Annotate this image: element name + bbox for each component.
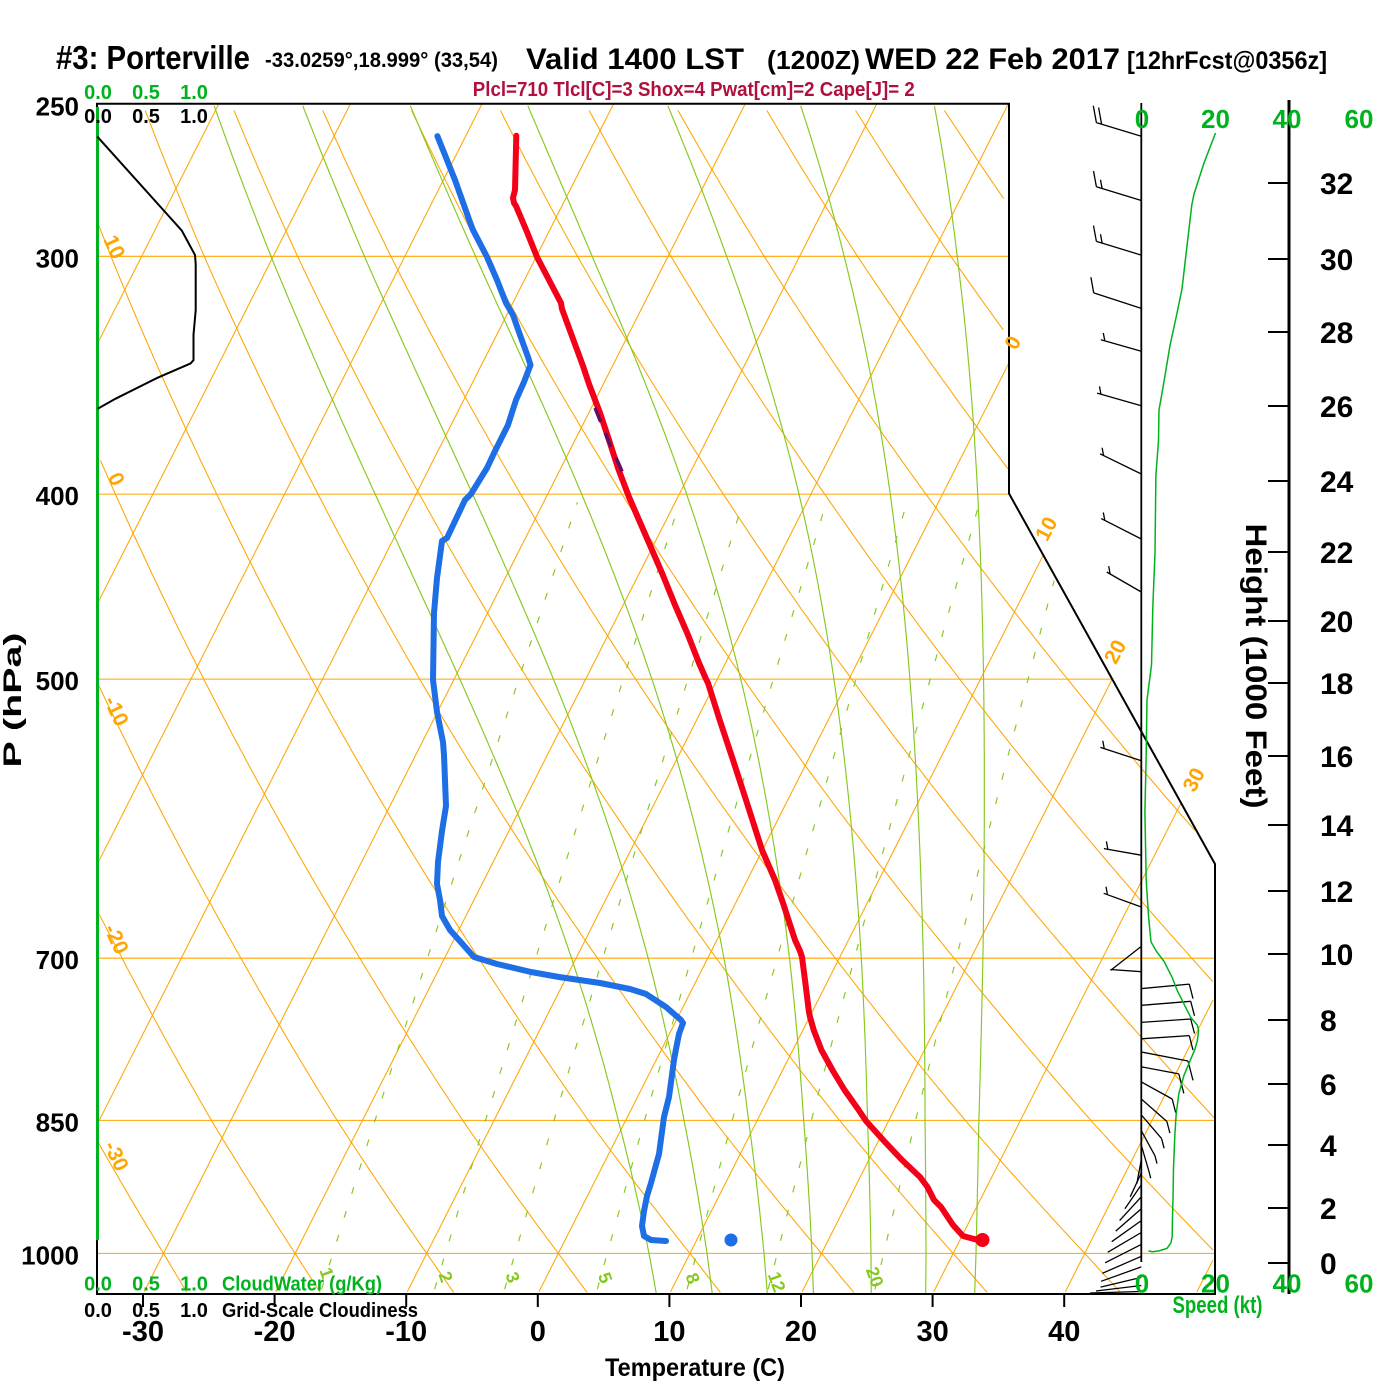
svg-text:16: 16: [1320, 741, 1353, 774]
svg-text:28: 28: [1320, 317, 1353, 350]
svg-text:Speed (kt): Speed (kt): [1173, 1292, 1263, 1319]
svg-text:2: 2: [1320, 1193, 1337, 1226]
svg-text:[12hrFcst@0356z]: [12hrFcst@0356z]: [1127, 47, 1327, 75]
svg-text:24: 24: [1320, 466, 1354, 499]
svg-text:0.0: 0.0: [84, 1300, 112, 1322]
svg-text:40: 40: [1273, 1269, 1302, 1299]
svg-text:Valid 1400 LST: Valid 1400 LST: [526, 43, 744, 76]
svg-text:CloudWater (g/Kg): CloudWater (g/Kg): [222, 1274, 382, 1296]
svg-text:700: 700: [36, 945, 79, 975]
svg-text:1.0: 1.0: [180, 82, 208, 104]
svg-text:0.0: 0.0: [84, 1274, 112, 1296]
svg-text:14: 14: [1320, 810, 1354, 843]
svg-text:(1200Z): (1200Z): [767, 45, 860, 75]
svg-text:1.0: 1.0: [180, 1300, 208, 1322]
svg-text:-33.0259°,18.999° (33,54): -33.0259°,18.999° (33,54): [265, 49, 498, 72]
svg-text:0.0: 0.0: [84, 82, 112, 104]
svg-text:12: 12: [1320, 876, 1353, 909]
svg-text:Plcl=710 Tlcl[C]=3 Shox=4 Pwat: Plcl=710 Tlcl[C]=3 Shox=4 Pwat[cm]=2 Cap…: [473, 79, 915, 101]
svg-text:-30: -30: [122, 1316, 164, 1348]
svg-text:26: 26: [1320, 391, 1353, 424]
svg-text:20: 20: [1201, 104, 1230, 134]
svg-text:60: 60: [1345, 104, 1374, 134]
svg-text:Temperature (C): Temperature (C): [605, 1354, 785, 1382]
svg-text:0.5: 0.5: [132, 1274, 160, 1296]
svg-text:0: 0: [530, 1316, 546, 1348]
svg-text:18: 18: [1320, 668, 1353, 701]
svg-text:0.5: 0.5: [132, 1300, 160, 1322]
svg-text:400: 400: [36, 481, 79, 511]
svg-text:20: 20: [1201, 1269, 1230, 1299]
svg-text:4: 4: [1320, 1130, 1337, 1163]
svg-text:40: 40: [1048, 1316, 1080, 1348]
svg-text:0.5: 0.5: [132, 106, 160, 128]
svg-text:300: 300: [36, 243, 79, 273]
svg-text:40: 40: [1273, 104, 1302, 134]
svg-text:850: 850: [36, 1107, 79, 1137]
svg-text:Height (1000 Feet): Height (1000 Feet): [1239, 524, 1272, 809]
svg-text:6: 6: [1320, 1069, 1337, 1102]
svg-text:30: 30: [916, 1316, 948, 1348]
svg-text:30: 30: [1320, 244, 1353, 277]
svg-text:1.0: 1.0: [180, 1274, 208, 1296]
svg-text:60: 60: [1345, 1269, 1374, 1299]
svg-text:10: 10: [653, 1316, 685, 1348]
svg-text:0: 0: [1135, 104, 1149, 134]
svg-text:0.5: 0.5: [132, 82, 160, 104]
svg-text:10: 10: [1320, 939, 1353, 972]
svg-text:1000: 1000: [21, 1240, 79, 1270]
svg-text:-10: -10: [385, 1316, 427, 1348]
svg-text:1.0: 1.0: [180, 106, 208, 128]
svg-text:20: 20: [785, 1316, 817, 1348]
svg-text:-20: -20: [254, 1316, 296, 1348]
svg-text:32: 32: [1320, 168, 1353, 201]
svg-text:22: 22: [1320, 537, 1353, 570]
svg-text:8: 8: [1320, 1005, 1337, 1038]
svg-text:250: 250: [36, 92, 79, 122]
svg-text:P (hPa): P (hPa): [0, 633, 27, 768]
svg-text:0.0: 0.0: [84, 106, 112, 128]
svg-text:20: 20: [1320, 606, 1353, 639]
svg-text:#3: Porterville: #3: Porterville: [56, 39, 250, 76]
svg-text:500: 500: [36, 666, 79, 696]
svg-text:Grid-Scale Cloudiness: Grid-Scale Cloudiness: [222, 1300, 418, 1322]
svg-text:0: 0: [1320, 1248, 1337, 1281]
svg-text:0: 0: [1135, 1269, 1149, 1299]
svg-text:WED 22 Feb 2017: WED 22 Feb 2017: [865, 43, 1120, 76]
